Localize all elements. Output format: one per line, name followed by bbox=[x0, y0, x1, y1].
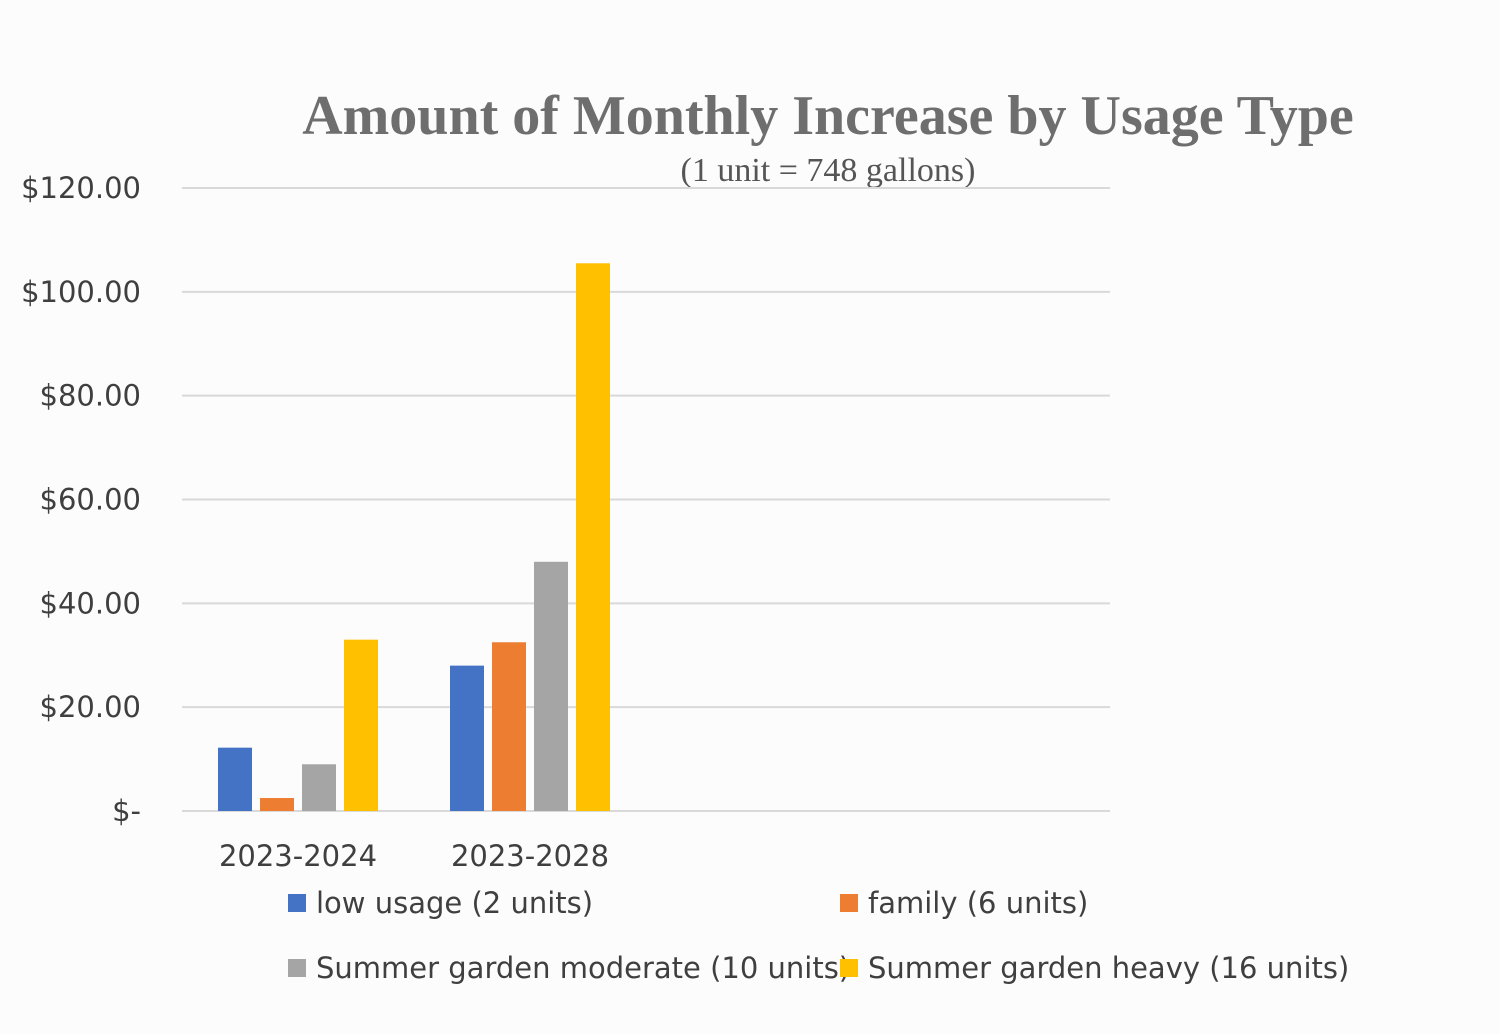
y-tick-label: $40.00 bbox=[40, 586, 141, 620]
legend-swatch bbox=[840, 894, 858, 912]
legend-swatch bbox=[288, 959, 306, 977]
chart-title: Amount of Monthly Increase by Usage Type bbox=[302, 85, 1354, 147]
legend: low usage (2 units) family (6 units) Summe… bbox=[288, 886, 1349, 985]
gridlines bbox=[182, 187, 1110, 812]
x-axis-categories: 2023-2024 2023-2028 bbox=[219, 839, 609, 873]
bar bbox=[534, 561, 568, 811]
legend-label: Summer garden heavy (16 units) bbox=[868, 951, 1349, 985]
legend-label: family (6 units) bbox=[868, 886, 1088, 920]
bars bbox=[218, 263, 610, 811]
legend-label: low usage (2 units) bbox=[316, 886, 593, 920]
y-tick-label: $- bbox=[112, 794, 141, 828]
chart-subtitle: (1 unit = 748 gallons) bbox=[681, 152, 976, 189]
y-tick-label: $80.00 bbox=[40, 379, 141, 413]
legend-label: Summer garden moderate (10 units) bbox=[316, 951, 850, 985]
bar bbox=[576, 263, 610, 811]
y-tick-label: $100.00 bbox=[21, 275, 141, 309]
y-tick-label: $60.00 bbox=[40, 483, 141, 517]
bar bbox=[260, 798, 294, 811]
x-category-label: 2023-2024 bbox=[219, 839, 377, 873]
y-axis-ticks: $- $20.00 $40.00 $60.00 $80.00 $100.00 $120.00 bbox=[21, 171, 141, 828]
bar bbox=[218, 747, 252, 811]
y-tick-label: $20.00 bbox=[40, 690, 141, 724]
bar bbox=[492, 642, 526, 811]
y-tick-label: $120.00 bbox=[21, 171, 141, 205]
bar bbox=[450, 665, 484, 811]
bar bbox=[344, 639, 378, 811]
legend-swatch bbox=[288, 894, 306, 912]
legend-swatch bbox=[840, 959, 858, 977]
bar bbox=[302, 764, 336, 811]
x-category-label: 2023-2028 bbox=[451, 839, 609, 873]
